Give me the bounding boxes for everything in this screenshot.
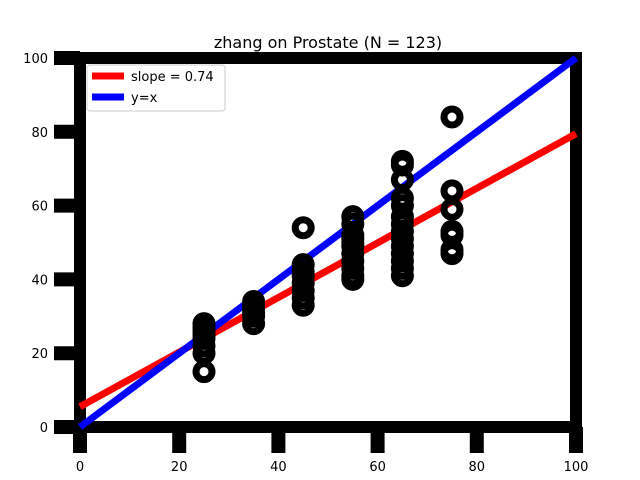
x-tick-label: 100 [564, 460, 589, 475]
legend-label: slope = 0.74 [131, 70, 214, 85]
data-point [440, 179, 464, 203]
legend: slope = 0.74 y=x [86, 64, 226, 112]
tick-group: 0 20 40 60 80 100 0 20 40 60 80 100 [23, 51, 589, 475]
data-point [291, 216, 315, 240]
data-point [440, 219, 464, 243]
data-point [291, 253, 315, 277]
fit-lines [77, 55, 579, 430]
data-point [440, 197, 464, 221]
data-points [192, 105, 464, 384]
fit-line [78, 130, 578, 410]
y-tick-label: 80 [31, 126, 48, 141]
data-point [341, 205, 365, 229]
x-tick-label: 40 [270, 460, 287, 475]
data-point [242, 290, 266, 314]
plot-area-frame [74, 52, 582, 433]
x-tick-label: 80 [469, 460, 486, 475]
y-tick-label: 40 [31, 273, 48, 288]
data-point [390, 149, 414, 173]
x-tick-label: 20 [171, 460, 188, 475]
y-tick-label: 0 [40, 421, 48, 436]
data-point [192, 360, 216, 384]
chart-title: zhang on Prostate (N = 123) [214, 33, 442, 52]
legend-label: y=x [131, 91, 158, 106]
y-tick-label: 20 [31, 347, 48, 362]
fit-line [77, 55, 579, 430]
x-tick-label: 60 [369, 460, 386, 475]
data-point [440, 105, 464, 129]
y-tick-label: 100 [23, 52, 48, 67]
y-tick-label: 60 [31, 200, 48, 215]
data-point [192, 312, 216, 336]
x-tick-label: 0 [76, 460, 84, 475]
